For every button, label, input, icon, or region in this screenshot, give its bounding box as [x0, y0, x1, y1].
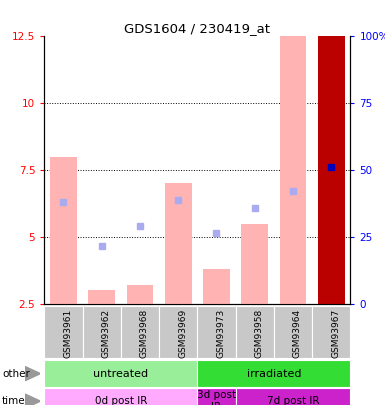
Bar	[44, 360, 198, 387]
Bar	[203, 269, 230, 304]
Text: GSM93962: GSM93962	[102, 309, 110, 358]
Bar	[236, 306, 274, 358]
Text: time: time	[2, 396, 25, 405]
Bar	[44, 306, 82, 358]
Polygon shape	[25, 367, 40, 381]
Bar	[236, 388, 350, 405]
Text: GSM93968: GSM93968	[140, 309, 149, 358]
Bar	[318, 36, 345, 304]
Text: GSM93964: GSM93964	[293, 309, 302, 358]
Bar	[127, 285, 153, 304]
Text: 0d post IR: 0d post IR	[95, 396, 147, 405]
Bar	[88, 290, 115, 304]
Bar	[198, 306, 236, 358]
Text: GSM93973: GSM93973	[216, 309, 226, 358]
Title: GDS1604 / 230419_at: GDS1604 / 230419_at	[124, 22, 270, 35]
Polygon shape	[25, 394, 40, 405]
Bar	[198, 360, 350, 387]
Text: GSM93969: GSM93969	[178, 309, 187, 358]
Bar	[44, 388, 198, 405]
Text: GSM93958: GSM93958	[255, 309, 264, 358]
Bar	[159, 306, 198, 358]
Text: irradiated: irradiated	[246, 369, 301, 379]
Bar	[198, 388, 236, 405]
Bar	[280, 36, 306, 304]
Text: untreated: untreated	[93, 369, 148, 379]
Text: GSM93961: GSM93961	[64, 309, 72, 358]
Text: GSM93967: GSM93967	[331, 309, 340, 358]
Bar	[274, 306, 312, 358]
Text: other: other	[2, 369, 30, 379]
Bar	[82, 306, 121, 358]
Bar	[165, 183, 192, 304]
Text: 7d post IR: 7d post IR	[267, 396, 319, 405]
Bar	[241, 224, 268, 304]
Bar	[50, 157, 77, 304]
Text: 3d post
IR: 3d post IR	[197, 390, 236, 405]
Bar	[121, 306, 159, 358]
Bar	[312, 306, 350, 358]
